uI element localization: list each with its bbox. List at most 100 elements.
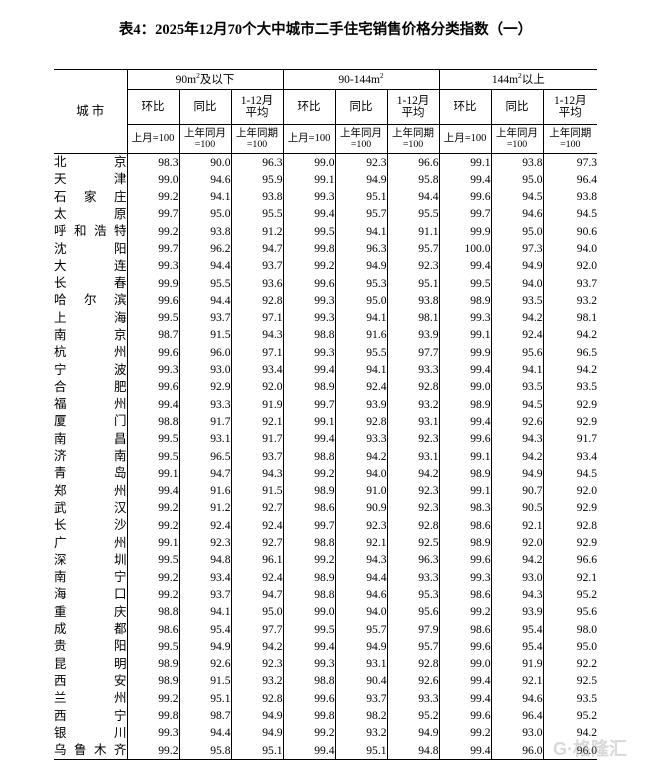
city-name: 长沙: [54, 518, 127, 533]
table-row: 长春 99.9 95.5 93.6 99.6 95.3 95.1 99.5 94.0 93.7: [54, 275, 598, 293]
value-cell: 95.1: [230, 742, 284, 761]
value-cell: 92.5: [386, 534, 440, 552]
header-base-g2-c2: 上年同期 =100: [542, 124, 598, 154]
city-name-cell: 石家庄: [54, 188, 128, 206]
value-cell: 99.4: [126, 482, 179, 500]
header-base-g0-c1-l2: =100: [194, 139, 216, 151]
city-name-cell: 兰州: [54, 690, 128, 708]
value-cell: 99.2: [282, 257, 336, 276]
value-cell: 93.7: [542, 275, 598, 293]
value-cell: 96.3: [230, 153, 284, 172]
city-name-cell: 沈阳: [54, 240, 128, 258]
value-cell: 94.5: [542, 465, 598, 483]
header-base-g1-c0: 上月=100: [282, 124, 336, 154]
city-name-cell: 杭州: [54, 344, 128, 362]
value-cell: 94.4: [178, 257, 231, 276]
table-row: 成都 98.6 95.4 97.7 99.5 95.7 97.9 98.6 95.4 98.0: [54, 621, 598, 639]
value-cell: 95.2: [542, 586, 598, 604]
city-name-cell: 长春: [54, 275, 128, 293]
value-cell: 99.3: [438, 569, 492, 587]
city-name: 青岛: [54, 466, 127, 481]
table-row: 厦门 98.8 91.7 92.1 99.1 92.8 93.1 99.4 92.6 92.9: [54, 413, 598, 431]
value-cell: 94.9: [334, 171, 388, 189]
value-cell: 93.7: [230, 257, 284, 276]
value-cell: 93.1: [178, 430, 231, 449]
value-cell: 93.8: [230, 188, 284, 206]
value-cell: 92.3: [386, 482, 440, 500]
value-cell: 95.0: [178, 205, 231, 224]
value-cell: 93.3: [386, 690, 440, 708]
value-cell: 99.2: [126, 569, 179, 587]
header-sub-g2-c2-l2: 平均: [558, 107, 582, 119]
value-cell: 98.2: [334, 707, 388, 725]
value-cell: 92.0: [490, 534, 544, 552]
value-cell: 99.4: [438, 361, 492, 379]
value-cell: 96.1: [230, 551, 284, 570]
value-cell: 94.7: [178, 465, 231, 483]
value-cell: 99.1: [438, 153, 492, 172]
value-cell: 92.4: [230, 569, 284, 587]
header-group-0-main: 90m: [175, 74, 197, 87]
value-cell: 99.1: [438, 326, 492, 345]
value-cell: 92.8: [386, 655, 440, 673]
header-base-g2-c1: 上年同月 =100: [490, 124, 544, 154]
value-cell: 99.5: [282, 223, 336, 241]
value-cell: 93.7: [178, 309, 231, 327]
value-cell: 94.1: [334, 309, 388, 327]
header-sub-g2-c0: 环比: [438, 89, 492, 125]
value-cell: 94.9: [230, 724, 284, 743]
value-cell: 92.8: [386, 378, 440, 397]
header-sub-g1-c0: 环比: [282, 89, 336, 125]
header-base-g0-c1-l1: 上年同月: [184, 127, 226, 139]
value-cell: 99.3: [282, 188, 336, 206]
table-row: 宁波 99.3 93.0 93.4 99.4 94.1 93.3 99.4 94.1 94.2: [54, 361, 598, 379]
city-name-cell: 武汉: [54, 499, 128, 518]
value-cell: 95.3: [334, 275, 388, 293]
value-cell: 92.7: [230, 499, 284, 518]
value-cell: 98.9: [126, 655, 179, 673]
value-cell: 93.9: [386, 326, 440, 345]
city-name: 南昌: [54, 431, 127, 446]
value-cell: 95.0: [490, 171, 544, 189]
header-sub-g0-c1: 同比: [178, 89, 231, 125]
header-sub-g0-c2: 1-12月 平均: [230, 89, 284, 125]
value-cell: 99.6: [126, 378, 179, 397]
value-cell: 97.1: [230, 309, 284, 327]
value-cell: 91.7: [230, 430, 284, 449]
value-cell: 92.1: [334, 534, 388, 552]
table-body: 北京 98.3 90.0 96.3 99.0 92.3 96.6 99.1 93.8 97.3 天津…: [54, 153, 598, 761]
value-cell: 92.3: [386, 430, 440, 449]
value-cell: 99.7: [126, 205, 179, 224]
value-cell: 93.3: [334, 430, 388, 449]
value-cell: 94.2: [542, 724, 598, 743]
value-cell: 99.1: [282, 413, 336, 431]
value-cell: 95.0: [230, 603, 284, 622]
table-row: 北京 98.3 90.0 96.3 99.0 92.3 96.6 99.1 93.8 97.3: [54, 153, 598, 172]
value-cell: 91.5: [178, 672, 231, 691]
value-cell: 96.3: [334, 240, 388, 258]
value-cell: 99.4: [282, 638, 336, 656]
value-cell: 99.2: [126, 223, 179, 241]
value-cell: 92.8: [230, 292, 284, 310]
value-cell: 99.3: [282, 344, 336, 362]
value-cell: 92.8: [230, 690, 284, 708]
value-cell: 99.4: [282, 361, 336, 379]
table-row: 海口 99.2 93.7 94.7 98.8 94.6 95.3 98.6 94.3 95.2: [54, 586, 598, 604]
table-row: 广州 99.1 92.3 92.7 98.8 92.1 92.5 98.9 92.0 92.9: [54, 534, 598, 552]
table-row: 长沙 99.2 92.4 92.4 99.7 92.3 92.8 98.6 92.1 92.8: [54, 517, 598, 535]
header-sub-g1-c1-l1: 同比: [349, 100, 373, 113]
value-cell: 93.2: [386, 396, 440, 414]
table-row: 郑州 99.4 91.6 91.5 98.9 91.0 92.3 99.1 90.7 92.0: [54, 482, 598, 500]
value-cell: 94.9: [178, 638, 231, 656]
value-cell: 96.4: [542, 171, 598, 189]
value-cell: 99.6: [438, 551, 492, 570]
value-cell: 98.0: [542, 621, 598, 639]
city-name: 贵阳: [54, 639, 127, 654]
value-cell: 92.8: [542, 517, 598, 535]
value-cell: 93.3: [178, 396, 231, 414]
value-cell: 92.3: [334, 517, 388, 535]
value-cell: 99.4: [438, 171, 492, 189]
header-sub-g1-c0-l1: 环比: [297, 100, 321, 113]
value-cell: 95.1: [178, 690, 231, 708]
value-cell: 97.7: [230, 621, 284, 639]
